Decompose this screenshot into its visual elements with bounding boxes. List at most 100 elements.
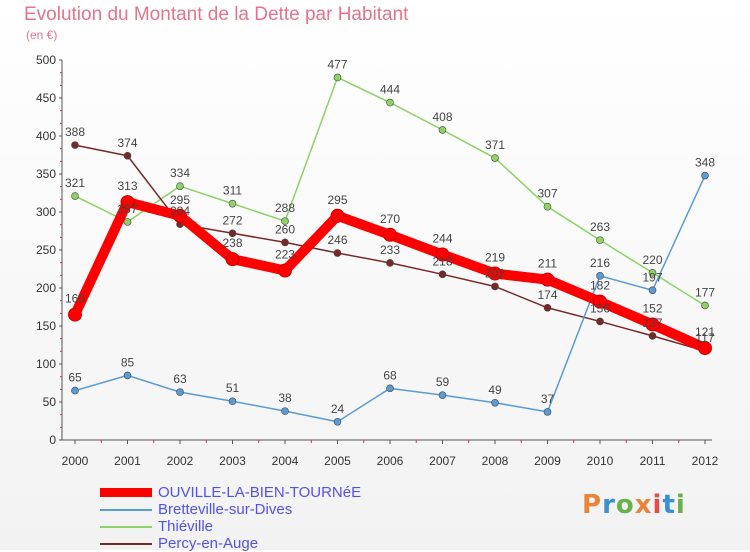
data-point: [648, 286, 657, 295]
data-label: 374: [117, 136, 137, 150]
data-label: 287: [117, 202, 137, 216]
data-label: 202: [485, 266, 505, 280]
data-label: 272: [222, 213, 242, 227]
data-point: [176, 182, 184, 190]
data-point: [71, 141, 79, 149]
data-label: 152: [642, 301, 662, 315]
data-label: 156: [590, 301, 610, 315]
x-tick-label: 2010: [587, 454, 614, 468]
data-point: [123, 371, 132, 380]
y-tick-label: 500: [36, 53, 56, 67]
data-label: 313: [117, 179, 137, 193]
data-point: [278, 263, 292, 278]
chart-subtitle: (en €): [26, 28, 58, 42]
data-point: [648, 332, 657, 340]
legend: OUVILLE-LA-BIEN-TOURNéE Bretteville-sur-D…: [100, 484, 361, 552]
x-tick-label: 2004: [272, 454, 299, 468]
data-point: [71, 192, 79, 200]
x-tick-label: 2007: [429, 454, 456, 468]
data-label: 218: [432, 254, 452, 268]
data-point: [383, 227, 397, 242]
x-tick-label: 2008: [482, 454, 509, 468]
data-point: [488, 266, 502, 281]
data-point: [333, 417, 342, 426]
y-tick-label: 350: [36, 167, 56, 181]
data-point: [176, 388, 184, 396]
y-tick-label: 50: [43, 395, 57, 409]
data-label: 477: [327, 57, 347, 71]
data-label: 244: [432, 232, 452, 246]
data-point: [120, 195, 135, 210]
x-tick-label: 2002: [167, 454, 194, 468]
x-tick-label: 2011: [640, 454, 666, 468]
data-label: 216: [590, 256, 610, 270]
data-label: 37: [541, 392, 555, 406]
data-point: [540, 272, 555, 287]
y-tick-label: 0: [49, 433, 56, 447]
data-point: [491, 154, 499, 162]
y-tick-label: 450: [36, 91, 56, 105]
data-point: [491, 398, 499, 407]
data-label: 263: [590, 220, 610, 234]
data-label: 177: [695, 285, 715, 299]
x-tick-label: 2001: [114, 454, 141, 468]
data-point: [593, 294, 607, 309]
data-label: 295: [327, 193, 347, 207]
data-point: [438, 270, 447, 279]
data-point: [438, 391, 447, 399]
data-label: 85: [121, 355, 135, 369]
data-label: 246: [327, 233, 347, 247]
data-label: 117: [695, 331, 714, 345]
data-point: [281, 407, 289, 415]
legend-label: Percy-en-Auge: [158, 535, 259, 552]
data-label: 121: [695, 325, 715, 339]
data-point: [386, 384, 394, 393]
data-point: [123, 151, 132, 160]
legend-swatch: [100, 542, 152, 545]
data-point: [333, 249, 342, 257]
data-label: 233: [380, 243, 400, 257]
data-point: [386, 259, 394, 267]
data-label: 68: [383, 368, 397, 382]
data-point: [225, 252, 240, 267]
legend-item: Bretteville-sur-Dives: [100, 501, 361, 518]
data-label: 197: [642, 270, 662, 284]
data-point: [648, 268, 657, 277]
series-line: [74, 76, 706, 307]
legend-label: Thiéville: [158, 518, 214, 535]
data-point: [281, 238, 289, 247]
data-label: 444: [380, 83, 400, 97]
data-label: 211: [538, 257, 557, 271]
data-label: 220: [642, 253, 662, 267]
x-tick-label: 2009: [534, 454, 561, 468]
data-label: 334: [170, 166, 190, 180]
x-tick-label: 2012: [692, 454, 719, 468]
data-label: 59: [436, 375, 450, 389]
y-tick-label: 400: [36, 129, 56, 143]
data-label: 408: [432, 110, 452, 124]
data-label: 238: [222, 236, 242, 250]
y-tick-label: 300: [36, 205, 56, 219]
x-tick-label: 2003: [219, 454, 246, 468]
data-label: 182: [590, 279, 610, 293]
data-point: [596, 317, 604, 326]
x-tick-label: 2005: [324, 454, 351, 468]
data-label: 65: [68, 371, 82, 385]
data-label: 371: [485, 138, 505, 152]
data-point: [701, 301, 709, 310]
y-tick-label: 150: [36, 319, 56, 333]
data-label: 388: [65, 125, 85, 139]
data-label: 24: [331, 402, 345, 416]
data-point: [543, 408, 552, 416]
data-point: [438, 126, 447, 134]
x-tick-label: 2006: [377, 454, 404, 468]
legend-item: Percy-en-Auge: [100, 535, 361, 552]
data-label: 174: [537, 288, 557, 302]
x-tick-label: 2000: [62, 454, 89, 468]
y-tick-label: 250: [36, 243, 56, 257]
data-label: 63: [173, 372, 187, 386]
legend-swatch: [100, 525, 152, 528]
data-label: 311: [223, 184, 242, 198]
